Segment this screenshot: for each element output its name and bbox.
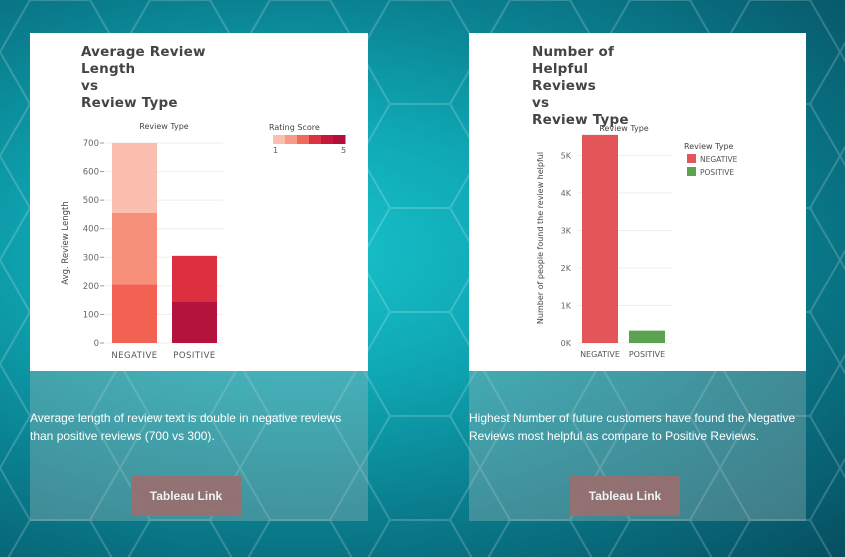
y-tick-label: 5K — [561, 152, 572, 161]
legend-max-label: 5 — [341, 146, 346, 155]
x-tick-label: POSITIVE — [629, 350, 665, 359]
x-tick-label: NEGATIVE — [111, 351, 157, 361]
x-tick-label: NEGATIVE — [580, 350, 620, 359]
bar-segment — [172, 301, 217, 343]
legend-label: POSITIVE — [700, 168, 734, 177]
y-axis-title: Number of people found the review helpfu… — [536, 152, 545, 324]
tableau-link-button[interactable]: Tableau Link — [570, 476, 680, 516]
legend-swatch — [285, 135, 298, 144]
legend-label: NEGATIVE — [700, 155, 738, 164]
y-tick-label: 300 — [83, 253, 99, 263]
legend-swatch — [297, 135, 310, 144]
helpful-reviews-chart: Review Type 0K 1K 2K 3K 4K 5K Number of people … — [536, 124, 738, 359]
legend-swatch — [687, 154, 696, 163]
legend-swatch — [309, 135, 322, 144]
chart-title: Average Review Length vs Review Type — [81, 44, 206, 111]
y-tick-label: 4K — [561, 189, 572, 198]
y-tick-label: 2K — [561, 264, 572, 273]
y-tick-label: 0 — [94, 339, 99, 349]
y-tick-label: 400 — [83, 225, 99, 235]
x-tick-label: POSITIVE — [173, 351, 216, 361]
bar — [582, 134, 618, 343]
y-tick-label: 600 — [83, 168, 99, 178]
legend-min-label: 1 — [273, 146, 278, 155]
bar-segment — [112, 143, 157, 213]
y-tick-label: 1K — [561, 302, 572, 311]
bar — [629, 330, 665, 343]
legend-swatch — [333, 135, 346, 144]
y-tick-label: 3K — [561, 227, 572, 236]
y-tick-label: 700 — [83, 139, 99, 149]
y-tick-label: 500 — [83, 196, 99, 206]
legend-swatch — [321, 135, 334, 144]
chart-title: Number of Helpful Reviews vs Review Type — [532, 44, 629, 128]
legend-title: Review Type — [684, 142, 734, 151]
review-length-card: Average Review Length vs Review Type Rev… — [30, 33, 368, 521]
bar-segment — [112, 213, 157, 285]
legend-swatch — [273, 135, 286, 144]
card-description: Highest Number of future customers have … — [469, 411, 796, 443]
chart-header: Review Type — [139, 122, 189, 131]
info-panel: Highest Number of future customers have … — [469, 371, 806, 521]
card-description: Average length of review text is double … — [30, 411, 342, 443]
y-tick-label: 0K — [561, 339, 572, 348]
legend-swatch — [687, 167, 696, 176]
avg-review-length-chart: Review Type 0 100 200 300 400 500 600 700 Avg. Re… — [61, 122, 346, 361]
bar-segment — [112, 284, 157, 343]
bar-segment — [172, 255, 217, 302]
chart-header: Review Type — [599, 124, 649, 133]
info-panel: Average length of review text is double … — [30, 371, 368, 521]
legend-title: Rating Score — [269, 123, 320, 132]
y-tick-label: 200 — [83, 282, 99, 292]
chart-panel: Number of Helpful Reviews vs Review Type… — [469, 33, 806, 371]
y-axis-title: Avg. Review Length — [61, 201, 71, 285]
chart-panel: Average Review Length vs Review Type Rev… — [30, 33, 368, 371]
y-tick-label: 100 — [83, 310, 99, 320]
tableau-link-button[interactable]: Tableau Link — [131, 476, 241, 516]
helpful-reviews-card: Number of Helpful Reviews vs Review Type… — [469, 33, 806, 521]
